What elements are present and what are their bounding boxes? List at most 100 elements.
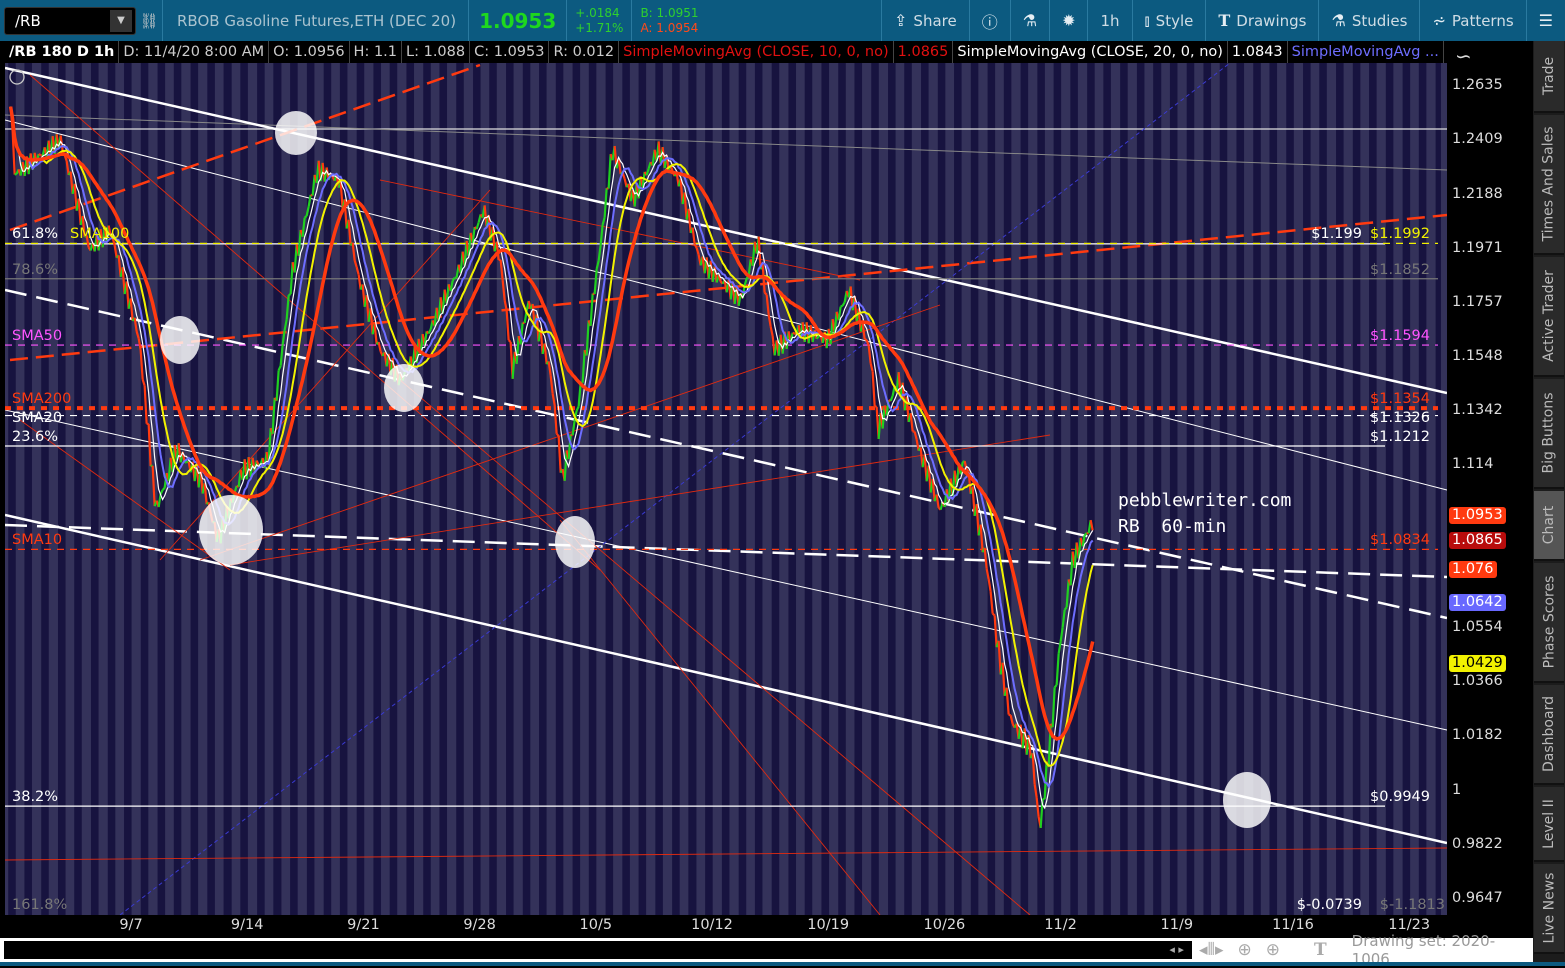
text-t-icon[interactable]: T [1307, 940, 1334, 960]
pivot-marker[interactable] [160, 316, 200, 364]
bid-price: B: 1.0951 [640, 6, 698, 21]
price-tick: 1.1971 [1452, 240, 1503, 256]
time-scrollbar[interactable]: ◂ ▸ [4, 941, 1192, 959]
menu-button[interactable]: ☰ [1526, 0, 1565, 41]
level-label-left: SMA200 [12, 391, 71, 407]
studies-button[interactable]: ⚗ Studies [1318, 0, 1419, 41]
price-bar [981, 525, 983, 553]
side-tab-live-news[interactable]: Live News [1534, 864, 1564, 954]
price-bar [357, 267, 359, 275]
gear-icon: ✹ [1062, 11, 1075, 30]
last-price: 1.0953 [469, 9, 566, 33]
share-button[interactable]: ⇪Share [881, 0, 969, 41]
price-bar [875, 406, 877, 407]
price-bar [161, 490, 163, 494]
scale-toggle-icon[interactable]: ∽ [1455, 44, 1472, 68]
price-bar [863, 323, 865, 338]
chart-title: /RB 180 D 1h [5, 41, 119, 63]
studies-label: Studies [1352, 12, 1408, 30]
price-bar [793, 333, 795, 334]
pivot-marker[interactable] [384, 364, 424, 412]
level-label-left: SMA20 [12, 410, 62, 426]
pivot-marker[interactable] [275, 111, 317, 155]
price-bar [697, 248, 699, 255]
price-bar [579, 383, 581, 407]
timeframe-button[interactable]: 1h [1087, 0, 1131, 41]
price-bar [509, 340, 511, 342]
info-button[interactable]: ⓘ [969, 0, 1010, 41]
style-button[interactable]: ⫾Style [1132, 0, 1206, 41]
annotation-line-1: pebblewriter.com [1118, 488, 1291, 514]
price-bar [565, 450, 567, 480]
zoom-in-icon[interactable]: ⊕ [1259, 940, 1287, 960]
price-bar [557, 434, 559, 436]
price-bar [279, 366, 281, 370]
side-tab-trade[interactable]: Trade [1534, 41, 1564, 113]
chevron-down-icon[interactable]: ▼ [110, 10, 132, 32]
crosshair-icon[interactable]: ⊕ [1231, 940, 1259, 960]
side-tab-big-buttons[interactable]: Big Buttons [1534, 379, 1564, 489]
side-tab-level-ii[interactable]: Level II [1534, 787, 1564, 862]
price-bar [115, 245, 117, 258]
pivot-marker[interactable] [555, 516, 595, 568]
trendline[interactable] [5, 68, 1447, 393]
price-bar [993, 614, 995, 616]
study-sma-label[interactable]: SimpleMovingAvg ... [1288, 41, 1444, 63]
trendline[interactable] [120, 63, 1230, 915]
level-label-left: 23.6% [12, 429, 58, 445]
pivot-marker[interactable] [1223, 772, 1271, 828]
link-icon[interactable]: ⛓ [136, 12, 162, 30]
price-bar [553, 394, 555, 405]
price-bar [587, 320, 589, 355]
trendline[interactable] [5, 848, 1447, 860]
price-bar [647, 169, 649, 175]
side-tab-label: Times And Sales [1541, 126, 1557, 241]
trendline[interactable] [560, 520, 880, 915]
price-bar [277, 370, 279, 400]
side-tab-times-and-sales[interactable]: Times And Sales [1534, 115, 1564, 255]
date-tick: 9/28 [463, 917, 496, 933]
side-tab-phase-scores[interactable]: Phase Scores [1534, 563, 1564, 683]
price-bar [477, 222, 479, 229]
bar-high: H: 1.1 [350, 41, 402, 63]
price-bar [937, 495, 939, 508]
expand-horizontal-icon[interactable]: ◂⦀▸ [1192, 940, 1231, 960]
price-bar [917, 440, 919, 451]
bottom-bar: ◂ ▸ ◂⦀▸ ⊕ ⊕ T Drawing set: 2020-1006 [0, 938, 1533, 962]
trendline[interactable] [5, 115, 1447, 170]
settings-button[interactable]: ✹ [1049, 0, 1087, 41]
flask-button[interactable]: ⚗ [1010, 0, 1049, 41]
price-bar [967, 470, 969, 472]
flask-icon: ⚗ [1331, 11, 1345, 30]
trendline[interactable] [400, 380, 1030, 915]
pivot-marker[interactable] [199, 495, 263, 565]
price-bar [573, 420, 575, 435]
trendline[interactable] [5, 120, 1447, 490]
price-bar [551, 375, 553, 393]
alert-icon[interactable] [10, 70, 24, 84]
flask-icon: ⚗ [1023, 11, 1037, 30]
price-bar [163, 488, 165, 490]
symbol-value: /RB [15, 12, 41, 30]
side-tab-label: Chart [1541, 506, 1557, 544]
symbol-selector[interactable]: /RB ▼ [4, 7, 136, 35]
patterns-button[interactable]: ⩫Patterns [1419, 0, 1525, 41]
price-tick: 0.9647 [1452, 890, 1503, 906]
study-sma10-label[interactable]: SimpleMovingAvg (CLOSE, 10, 0, no) [619, 41, 894, 63]
side-tab-active-trader[interactable]: Active Trader [1534, 257, 1564, 377]
price-bar [517, 336, 519, 364]
trendline[interactable] [10, 65, 480, 230]
level-label-right: $1.1852 [1370, 262, 1430, 278]
price-tick: 1 [1452, 782, 1461, 798]
price-bar [273, 398, 275, 434]
side-tab-chart[interactable]: Chart [1534, 491, 1564, 561]
price-bar [843, 302, 845, 305]
scroll-arrows-icon[interactable]: ◂ ▸ [1165, 943, 1188, 956]
toolbar: /RB▼ ⛓ RBOB Gasoline Futures,ETH (DEC 20… [0, 0, 1565, 41]
side-tab-dashboard[interactable]: Dashboard [1534, 685, 1564, 785]
share-label: Share [913, 12, 956, 30]
study-sma20-label[interactable]: SimpleMovingAvg (CLOSE, 20, 0, no) [953, 41, 1228, 63]
